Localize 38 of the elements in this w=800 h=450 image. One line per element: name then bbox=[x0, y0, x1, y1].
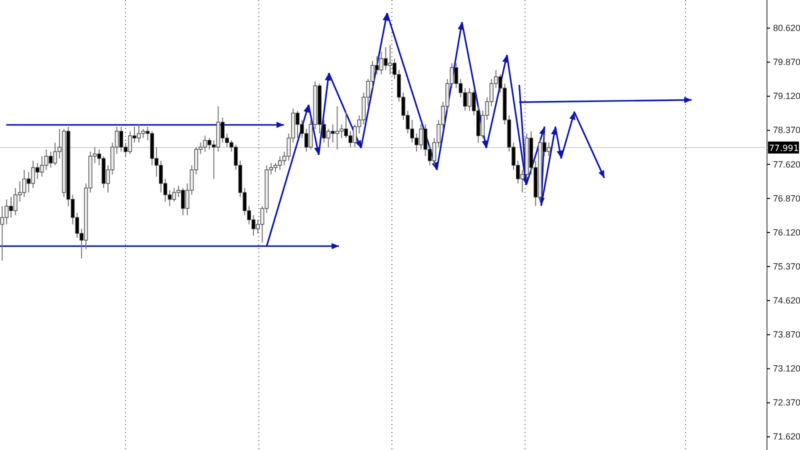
candlestick bbox=[0, 206, 4, 262]
candlestick bbox=[410, 119, 414, 144]
y-tick-label: 79.870 bbox=[773, 57, 800, 68]
y-tick-label: 80.620 bbox=[773, 23, 800, 34]
candlestick bbox=[330, 124, 335, 144]
candlestick bbox=[379, 51, 384, 75]
y-tick-label: 72.370 bbox=[773, 398, 800, 408]
y-tick-label: 73.120 bbox=[773, 364, 800, 374]
candlestick bbox=[454, 62, 458, 89]
y-tick-label: 73.870 bbox=[773, 330, 800, 340]
candlestick bbox=[44, 148, 48, 170]
candlestick bbox=[388, 44, 392, 75]
candlestick bbox=[340, 124, 344, 139]
y-tick-label: 71.620 bbox=[773, 432, 800, 442]
candlestick bbox=[48, 151, 53, 168]
y-tick-label: 75.370 bbox=[773, 261, 800, 272]
candlestick bbox=[335, 106, 340, 150]
candlestick bbox=[141, 128, 146, 139]
candlestick bbox=[220, 117, 225, 144]
y-tick-label: 79.120 bbox=[773, 91, 800, 102]
candlestick bbox=[4, 198, 9, 225]
candlestick bbox=[40, 156, 44, 178]
candlestick bbox=[119, 126, 124, 152]
candlestick bbox=[172, 187, 176, 202]
candlestick bbox=[207, 138, 212, 150]
candlestick bbox=[352, 124, 357, 148]
candlestick bbox=[304, 128, 308, 152]
candlestick bbox=[423, 124, 428, 157]
candlestick bbox=[158, 160, 163, 194]
y-tick-label: 74.620 bbox=[773, 295, 800, 306]
y-tick-label: 76.870 bbox=[773, 193, 800, 204]
y-tick-label: 76.120 bbox=[773, 227, 800, 238]
ref-line-label: 77.991 bbox=[769, 144, 799, 154]
y-tick-label: 78.370 bbox=[773, 125, 800, 136]
candlestick bbox=[136, 124, 141, 144]
candlestick bbox=[546, 142, 551, 157]
y-tick-label: 77.620 bbox=[773, 159, 800, 170]
candlestick bbox=[22, 169, 26, 198]
